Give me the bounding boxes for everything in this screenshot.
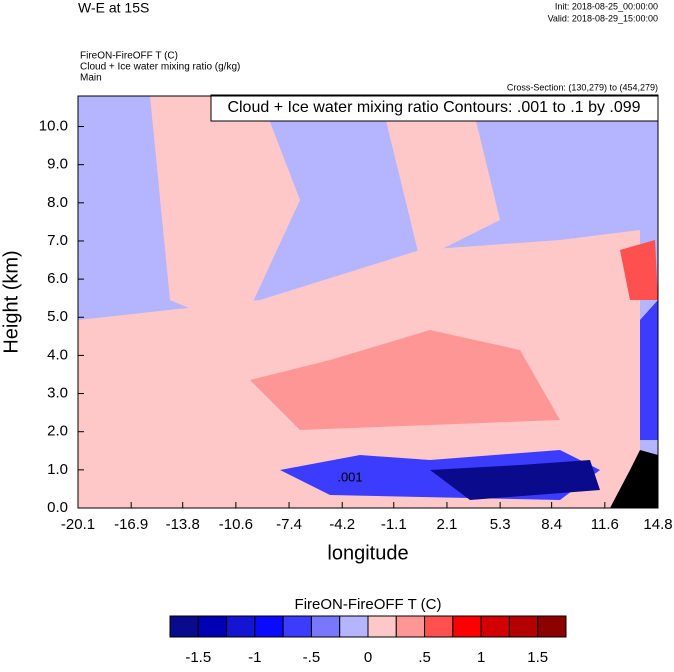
colorbar-tick-label: .5 bbox=[418, 649, 431, 666]
colorbar-box bbox=[226, 615, 256, 638]
y-tick-label: 4.0 bbox=[47, 346, 68, 363]
y-tick-label: 6.0 bbox=[47, 270, 68, 287]
colorbar-tick-label: 1.5 bbox=[527, 649, 548, 666]
contour-name: Cloud + Ice water mixing ratio (g/kg) bbox=[80, 62, 240, 73]
colorbar-tick-label: 0 bbox=[364, 649, 372, 666]
y-tick-label: 2.0 bbox=[47, 423, 68, 440]
x-tick-label: 8.4 bbox=[541, 516, 562, 533]
contour-label: .001 bbox=[337, 469, 362, 484]
valid-time: Valid: 2018-08-29_15:00:00 bbox=[548, 13, 658, 23]
colorbar-box bbox=[169, 615, 199, 638]
y-axis-label: Height (km) bbox=[0, 250, 22, 353]
plot-frame bbox=[77, 95, 659, 509]
y-tick-label: 9.0 bbox=[47, 156, 68, 173]
field-name: FireON-FireOFF T (C) bbox=[80, 51, 178, 62]
x-tick-label: -7.4 bbox=[276, 516, 302, 533]
x-tick-label: 5.3 bbox=[490, 516, 511, 533]
colorbar-box bbox=[537, 615, 567, 638]
y-tick-label: 10.0 bbox=[39, 117, 68, 134]
cross-section: Cross-Section: (130,279) to (454,279) bbox=[507, 82, 658, 92]
y-tick-label: 7.0 bbox=[47, 232, 68, 249]
x-tick-label: 14.8 bbox=[643, 516, 672, 533]
contour-field bbox=[78, 96, 658, 508]
colorbar-box bbox=[254, 615, 284, 638]
colorbar-box bbox=[424, 615, 454, 638]
colorbar-box bbox=[197, 615, 228, 638]
colorbar-tick-label: -.5 bbox=[303, 649, 321, 666]
x-axis-label: longitude bbox=[327, 542, 408, 564]
y-tick-label: 0.0 bbox=[47, 499, 68, 516]
y-tick-label: 1.0 bbox=[47, 461, 68, 478]
colorbar-tick-label: -1 bbox=[248, 649, 261, 666]
domain-name: Main bbox=[80, 73, 102, 84]
contour-info-box bbox=[210, 94, 659, 122]
x-tick-label: 11.6 bbox=[591, 516, 619, 533]
colorbar-box bbox=[339, 615, 369, 638]
colorbar-box bbox=[452, 615, 482, 638]
colorbar-box bbox=[508, 615, 539, 638]
x-tick-label: 2.1 bbox=[437, 516, 458, 533]
x-tick-label: -13.8 bbox=[166, 516, 200, 533]
x-tick-label: -1.1 bbox=[381, 516, 407, 533]
init-time: Init: 2018-08-25_00:00:00 bbox=[555, 1, 658, 11]
x-tick-label: -4.2 bbox=[329, 516, 355, 533]
x-tick-label: -16.9 bbox=[114, 516, 148, 533]
contour-info: Cloud + Ice water mixing ratio Contours:… bbox=[227, 99, 640, 116]
y-tick-label: 3.0 bbox=[47, 385, 68, 402]
x-tick-label: -10.6 bbox=[219, 516, 253, 533]
colorbar-tick-label: -1.5 bbox=[185, 649, 211, 666]
y-tick-label: 5.0 bbox=[47, 308, 68, 325]
x-tick-label: -20.1 bbox=[61, 516, 95, 533]
chart-title: W-E at 15S bbox=[78, 0, 149, 16]
colorbar-box bbox=[282, 615, 312, 638]
y-tick-label: 8.0 bbox=[47, 194, 68, 211]
colorbar-box bbox=[480, 615, 510, 638]
colorbar-box bbox=[310, 615, 341, 638]
colorbar-box bbox=[395, 615, 426, 638]
colorbar-title: FireON-FireOFF T (C) bbox=[295, 596, 442, 613]
colorbar-tick-label: 1 bbox=[477, 649, 485, 666]
colorbar-box bbox=[367, 615, 397, 638]
